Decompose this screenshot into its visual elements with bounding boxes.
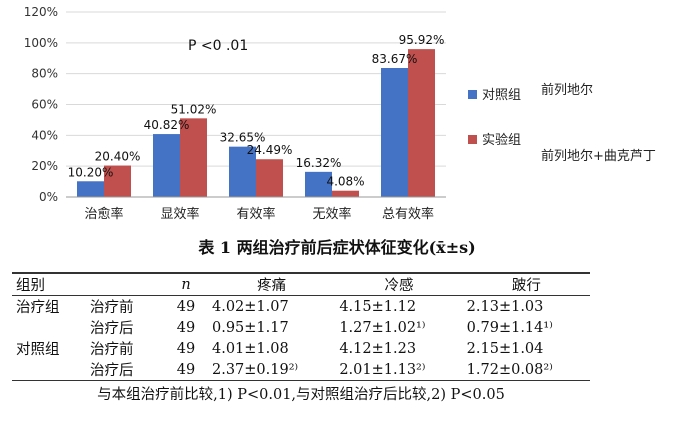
row-cold: 1.27±1.02¹⁾	[339, 319, 426, 336]
bar-control	[153, 134, 180, 197]
bar-value-label: 83.67%	[372, 52, 418, 66]
row-n: 49	[164, 359, 208, 381]
row-cold: 4.12±1.23	[339, 340, 417, 357]
table-footnote: 与本组治疗前比较,1) P<0.01,与对照组治疗后比较,2) P<0.05	[97, 387, 505, 403]
row-pain: 4.01±1.08	[212, 340, 289, 357]
series-note: 前列地尔	[541, 82, 593, 98]
chart-bars	[77, 49, 435, 197]
table-row: 治疗后 49 2.37±0.19²⁾ 2.01±1.13²⁾ 1.72±0.08…	[12, 359, 590, 381]
row-time: 治疗后	[86, 359, 164, 381]
bar-experimental	[104, 165, 131, 197]
bar-experimental	[332, 190, 359, 197]
header-n: n	[164, 272, 208, 296]
row-group: 对照组	[16, 342, 60, 358]
bar-value-label: 40.82%	[144, 118, 190, 132]
bar-control	[381, 68, 408, 197]
row-n: 49	[176, 319, 196, 336]
row-pain: 2.37±0.19²⁾	[208, 359, 336, 381]
row-time: 治疗后	[90, 321, 134, 337]
x-tick-label: 显效率	[160, 206, 199, 222]
bar-value-label: 95.92%	[399, 33, 445, 47]
x-tick-label: 无效率	[312, 206, 351, 222]
bar-chart: 0% 20% 40% 60% 80% 100% 120% 10.20%20.40% 40.82…	[24, 5, 656, 222]
legend-swatch	[468, 90, 477, 99]
legend-swatch	[468, 135, 477, 144]
y-tick-label: 0%	[39, 190, 58, 204]
x-axis-ticks: 治愈率 显效率 有效率 无效率 总有效率	[84, 206, 434, 222]
y-tick-label: 20%	[31, 159, 58, 173]
row-claudication: 2.13±1.03	[466, 298, 544, 315]
table-header-row: 组别 n 疼痛 冷感 跛行	[12, 272, 590, 296]
table-row: 治疗组 治疗前 49 4.02±1.07 4.15±1.12 2.13±1.03	[12, 296, 590, 318]
row-group: 治疗组	[16, 300, 60, 316]
bar-control	[77, 181, 104, 197]
x-tick-label: 有效率	[236, 206, 275, 222]
bar-value-label: 51.02%	[171, 102, 217, 116]
table-row: 治疗后 49 0.95±1.17 1.27±1.02¹⁾ 0.79±1.14¹⁾	[12, 317, 590, 338]
row-time: 治疗前	[90, 342, 134, 358]
header-cold: 冷感	[335, 272, 463, 296]
row-pain: 4.02±1.07	[212, 298, 289, 315]
bar-control	[229, 146, 256, 197]
y-tick-label: 100%	[24, 36, 58, 50]
row-cold: 4.15±1.12	[339, 298, 417, 315]
table-title: 表 1 两组治疗前后症状体征变化(x̄±s)	[198, 238, 476, 257]
p-value-annotation: P <0 .01	[188, 38, 248, 54]
row-pain: 0.95±1.17	[212, 319, 289, 336]
row-cold: 2.01±1.13²⁾	[335, 359, 463, 381]
row-group	[12, 359, 86, 381]
row-claudication: 0.79±1.14¹⁾	[466, 319, 553, 336]
table-row: 对照组 治疗前 49 4.01±1.08 4.12±1.23 2.15±1.04	[12, 338, 590, 359]
bar-value-label: 16.32%	[296, 156, 342, 170]
bar-experimental	[256, 159, 283, 197]
x-tick-label: 治愈率	[84, 206, 123, 222]
bar-experimental	[180, 118, 207, 197]
bar-value-label: 24.49%	[247, 143, 293, 157]
bar-value-labels: 10.20%20.40% 40.82% 51.02% 32.65%24.49%16.3…	[68, 33, 445, 189]
legend-label: 实验组	[482, 132, 521, 148]
header-claudication: 跛行	[462, 272, 590, 296]
bar-value-label: 32.65%	[220, 131, 266, 145]
y-tick-label: 120%	[24, 5, 58, 19]
series-note: 前列地尔+曲克芦丁	[541, 148, 656, 164]
bar-control	[305, 171, 332, 197]
row-n: 49	[176, 298, 196, 315]
bar-experimental	[408, 49, 435, 197]
y-axis-ticks: 0% 20% 40% 60% 80% 100% 120%	[24, 5, 58, 204]
bar-value-label: 4.08%	[326, 175, 364, 189]
y-tick-label: 60%	[31, 98, 58, 112]
header-group: 组别	[12, 272, 164, 296]
x-tick-label: 总有效率	[382, 206, 434, 222]
bar-value-label: 10.20%	[68, 165, 114, 179]
row-claudication: 1.72±0.08²⁾	[462, 359, 590, 381]
row-group	[12, 317, 86, 338]
bar-value-label: 20.40%	[95, 150, 141, 164]
y-tick-label: 40%	[31, 128, 58, 142]
legend-label: 对照组	[482, 88, 521, 103]
row-claudication: 2.15±1.04	[466, 340, 544, 357]
row-n: 49	[176, 340, 196, 357]
y-tick-label: 80%	[31, 67, 58, 81]
symptom-table: 组别 n 疼痛 冷感 跛行 治疗组 治疗前 49 4.02±1.07 4.15±…	[12, 272, 590, 381]
row-time: 治疗前	[90, 300, 134, 316]
header-pain: 疼痛	[208, 272, 336, 296]
